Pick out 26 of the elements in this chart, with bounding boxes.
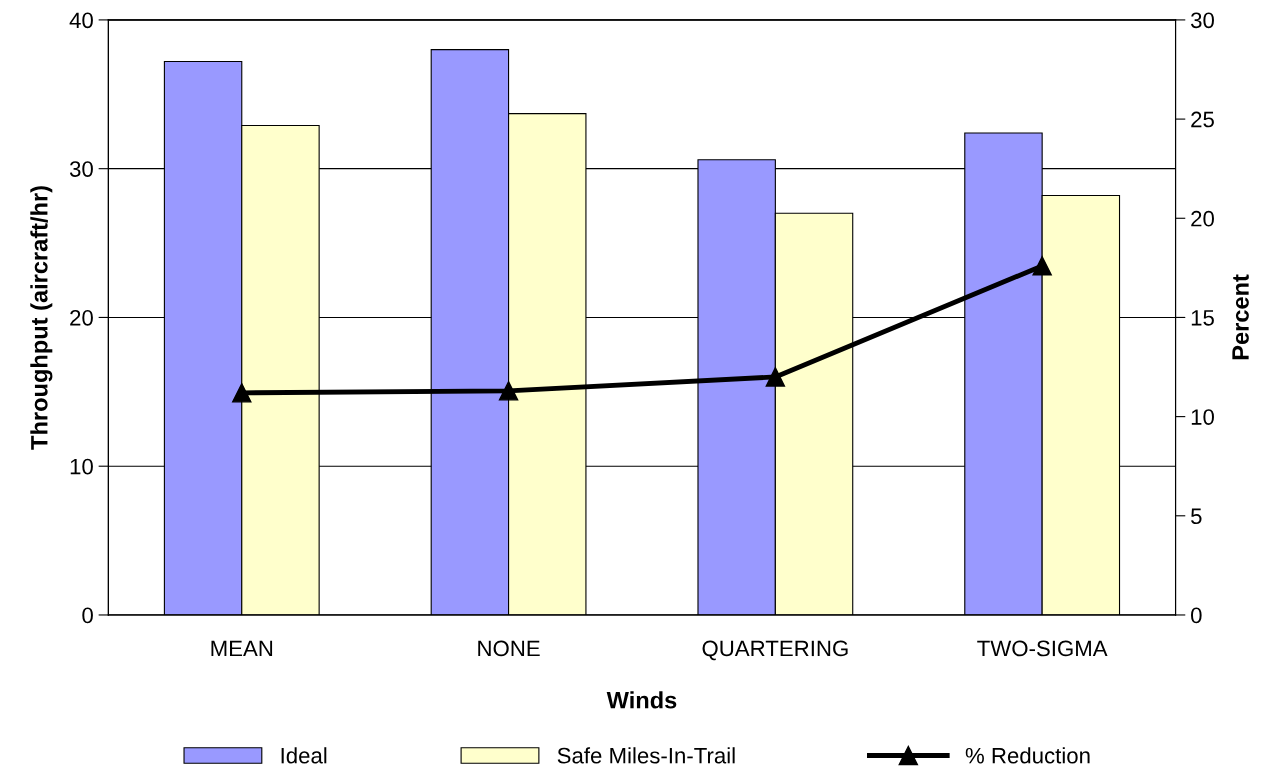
x-tick-label: QUARTERING xyxy=(702,640,848,661)
x-axis-title: Winds xyxy=(606,691,677,709)
point xyxy=(1032,256,1052,276)
y2-tick-label: 0 xyxy=(1191,607,1202,624)
y2-tick-label: 20 xyxy=(1191,210,1214,227)
legend-label: Safe Miles-In-Trail xyxy=(557,747,735,764)
point xyxy=(232,383,252,403)
y2-tick-label: 5 xyxy=(1191,508,1202,525)
y2-tick-label: 15 xyxy=(1191,310,1214,326)
y2-tick-label: 10 xyxy=(1191,409,1214,425)
y-axis-title: Throughput (aircraft/hr) xyxy=(30,186,53,450)
y2-tick-label: 30 xyxy=(1190,12,1214,29)
y-tick-label: 10 xyxy=(70,458,93,475)
point xyxy=(765,367,786,387)
x-tick-label: TWO-SIGMA xyxy=(977,640,1108,657)
x-tick-label: MEAN xyxy=(211,640,273,657)
y2-axis-title: Percent xyxy=(1232,274,1249,360)
point xyxy=(498,381,519,401)
legend-label: Ideal xyxy=(281,747,327,764)
legend-label: % Reduction xyxy=(965,747,1090,764)
y2-tick-label: 25 xyxy=(1191,111,1214,128)
y-tick-label: 30 xyxy=(69,161,93,177)
y-tick-label: 40 xyxy=(69,12,93,29)
y-tick-label: 20 xyxy=(70,309,93,326)
x-tick-label: NONE xyxy=(478,640,540,657)
y-tick-label: 0 xyxy=(82,607,93,624)
